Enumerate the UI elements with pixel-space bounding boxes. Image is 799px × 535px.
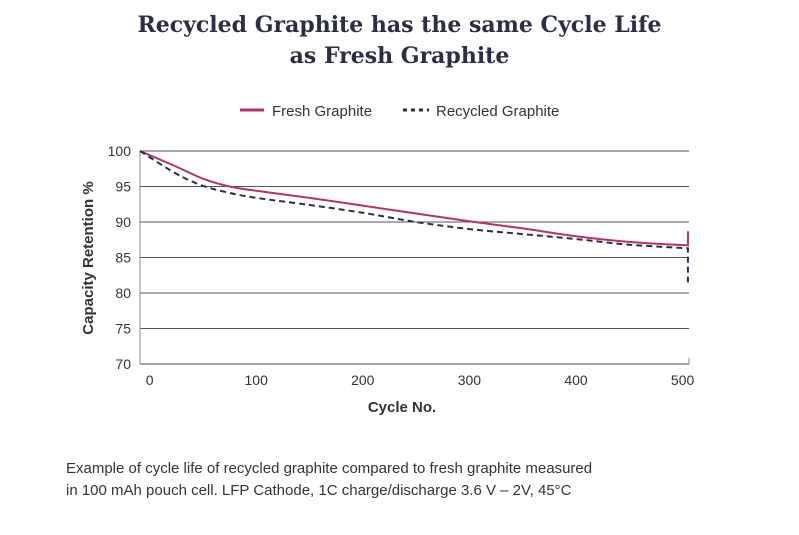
y-tick-label: 85 [115, 250, 131, 266]
y-tick-label: 100 [108, 143, 132, 159]
chart-title: Recycled Graphite has the same Cycle Lif… [0, 10, 799, 72]
y-tick-label: 75 [115, 321, 131, 337]
x-tick-label: 100 [245, 372, 269, 388]
caption-line-2: in 100 mAh pouch cell. LFP Cathode, 1C c… [66, 482, 572, 499]
legend-label-fresh: Fresh Graphite [272, 103, 372, 120]
x-tick-label: 200 [351, 372, 375, 388]
x-tick-label: 0 [146, 372, 154, 388]
x-axis-label: Cycle No. [368, 399, 436, 416]
caption-line-1: Example of cycle life of recycled graphi… [66, 460, 593, 477]
y-tick-label: 90 [115, 214, 131, 230]
legend-label-recycled: Recycled Graphite [436, 103, 559, 120]
y-tick-label: 80 [115, 285, 131, 301]
y-tick-label: 70 [115, 356, 131, 372]
legend: Fresh Graphite Recycled Graphite [240, 103, 559, 120]
x-tick-label: 400 [564, 372, 588, 388]
x-tick-label: 300 [458, 372, 482, 388]
x-tick-label: 500 [671, 372, 695, 388]
y-tick-label: 95 [115, 179, 131, 195]
chart-title-line-2: as Fresh Graphite [289, 43, 510, 69]
y-axis-label: Capacity Retention % [80, 181, 97, 334]
series-line-recycled [139, 150, 689, 283]
caption: Example of cycle life of recycled graphi… [66, 458, 766, 502]
series-line-fresh [139, 150, 689, 247]
chart-title-line-1: Recycled Graphite has the same Cycle Lif… [137, 12, 662, 38]
